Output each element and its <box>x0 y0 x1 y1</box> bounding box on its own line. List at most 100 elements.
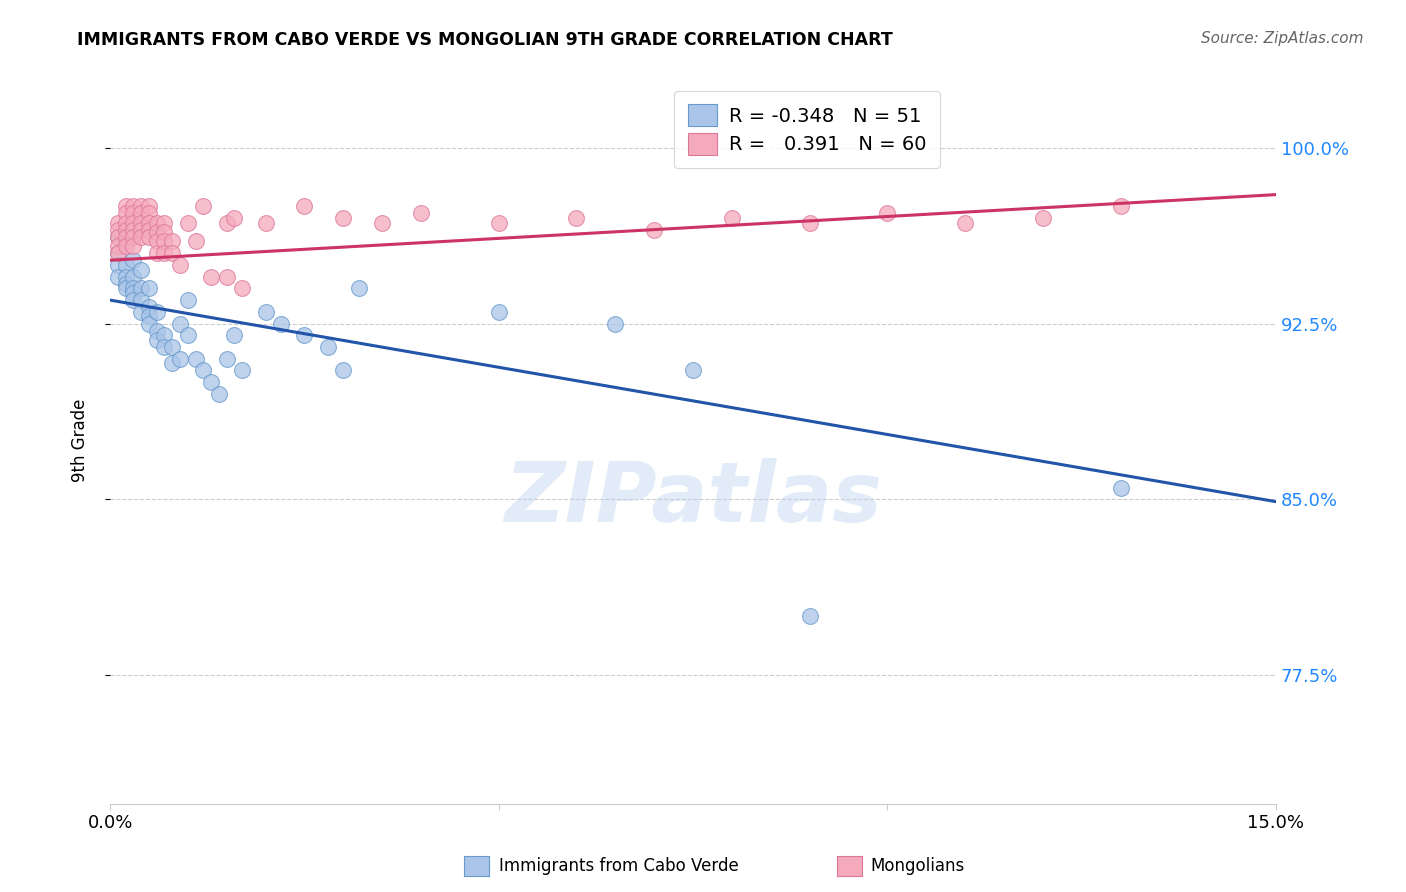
Point <box>682 363 704 377</box>
Point <box>162 340 184 354</box>
Point <box>177 216 200 230</box>
Point <box>145 305 167 319</box>
Point <box>107 246 129 260</box>
Point <box>107 239 129 253</box>
Point <box>153 328 176 343</box>
Point <box>122 229 145 244</box>
Point <box>409 206 432 220</box>
Point <box>122 293 145 307</box>
Point <box>122 269 145 284</box>
Point <box>129 262 152 277</box>
Point <box>107 269 129 284</box>
Point <box>138 223 160 237</box>
Point <box>231 363 253 377</box>
Point <box>114 281 136 295</box>
Point <box>129 293 152 307</box>
Point <box>138 206 160 220</box>
Point <box>488 216 510 230</box>
Point <box>371 216 394 230</box>
Point <box>129 281 152 295</box>
Point <box>107 229 129 244</box>
Point <box>114 199 136 213</box>
Point <box>1109 199 1132 213</box>
Point <box>332 363 354 377</box>
Point <box>114 258 136 272</box>
Point <box>145 235 167 249</box>
Point <box>129 206 152 220</box>
Point <box>332 211 354 225</box>
Point <box>162 246 184 260</box>
Point <box>114 239 136 253</box>
Text: IMMIGRANTS FROM CABO VERDE VS MONGOLIAN 9TH GRADE CORRELATION CHART: IMMIGRANTS FROM CABO VERDE VS MONGOLIAN … <box>77 31 893 49</box>
Point <box>193 363 215 377</box>
Point <box>605 317 627 331</box>
Text: Immigrants from Cabo Verde: Immigrants from Cabo Verde <box>499 857 740 875</box>
Point <box>224 211 246 225</box>
Point <box>153 340 176 354</box>
Point <box>799 609 821 624</box>
Text: Mongolians: Mongolians <box>870 857 965 875</box>
Point <box>876 206 898 220</box>
Point <box>122 253 145 268</box>
Point <box>488 305 510 319</box>
Legend: R = -0.348   N = 51, R =   0.391   N = 60: R = -0.348 N = 51, R = 0.391 N = 60 <box>675 91 939 169</box>
Point <box>184 235 207 249</box>
Point <box>114 216 136 230</box>
Point <box>107 258 129 272</box>
Point <box>316 340 339 354</box>
Point <box>177 293 200 307</box>
Point <box>114 223 136 237</box>
Point <box>200 269 222 284</box>
Point <box>292 199 315 213</box>
Point <box>129 199 152 213</box>
Point <box>231 281 253 295</box>
Point <box>107 229 129 244</box>
Point <box>153 225 176 239</box>
Point <box>169 258 191 272</box>
Point <box>107 223 129 237</box>
Point <box>177 328 200 343</box>
Point <box>114 235 136 249</box>
Point <box>643 223 665 237</box>
Point <box>122 206 145 220</box>
Point <box>138 229 160 244</box>
Point <box>153 235 176 249</box>
Point <box>565 211 588 225</box>
Point <box>254 216 277 230</box>
Point <box>200 375 222 389</box>
Point <box>215 351 238 366</box>
Point <box>122 239 145 253</box>
Point <box>122 286 145 301</box>
Point <box>153 216 176 230</box>
Point <box>129 305 152 319</box>
Point <box>215 269 238 284</box>
Point <box>138 310 160 324</box>
Point <box>153 246 176 260</box>
Y-axis label: 9th Grade: 9th Grade <box>72 399 89 483</box>
Point <box>129 229 152 244</box>
Point <box>169 317 191 331</box>
Point <box>122 281 145 295</box>
Point <box>129 223 152 237</box>
Point <box>953 216 976 230</box>
Point <box>145 216 167 230</box>
Point <box>122 199 145 213</box>
Point <box>292 328 315 343</box>
Point <box>162 235 184 249</box>
Point <box>114 269 136 284</box>
Point <box>1109 481 1132 495</box>
Point <box>129 216 152 230</box>
Point <box>122 223 145 237</box>
Point <box>169 351 191 366</box>
Point <box>1032 211 1054 225</box>
Point <box>215 216 238 230</box>
Point <box>162 356 184 370</box>
Point <box>224 328 246 343</box>
Point <box>145 333 167 347</box>
Point <box>138 281 160 295</box>
Point <box>193 199 215 213</box>
Point <box>138 317 160 331</box>
Point <box>122 216 145 230</box>
Point <box>107 216 129 230</box>
Point <box>145 246 167 260</box>
